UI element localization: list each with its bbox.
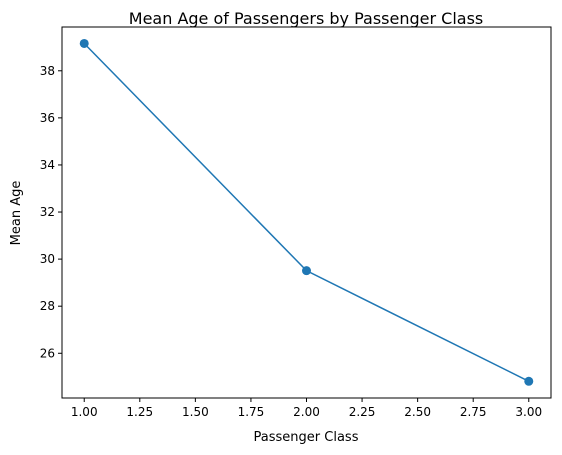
data-point (302, 266, 311, 276)
x-tick-label: 2.25 (349, 405, 376, 419)
x-tick-label: 1.50 (182, 405, 209, 419)
x-tick-label: 1.25 (126, 405, 153, 419)
x-axis-label: Passenger Class (254, 430, 359, 445)
y-tick-label: 26 (40, 346, 55, 360)
data-point (79, 38, 89, 48)
y-tick-label: 34 (40, 158, 55, 172)
x-tick-label: 2.50 (404, 405, 431, 419)
x-tick-label: 3.00 (515, 405, 542, 419)
y-axis-label: Mean Age (9, 181, 24, 246)
plot-area (61, 26, 552, 399)
series-layer (79, 38, 534, 386)
x-tick-label: 2.75 (460, 405, 487, 419)
x-tick-label: 2.00 (293, 405, 320, 419)
x-axis: 1.00 1.25 1.50 1.75 2.00 2.25 2.50 2.75 3.00 (71, 398, 542, 419)
y-tick-label: 32 (40, 205, 55, 219)
chart-title: Mean Age of Passengers by Passenger Clas… (129, 9, 483, 28)
y-tick-label: 38 (40, 64, 55, 78)
data-point (524, 376, 534, 386)
x-tick-label: 1.75 (238, 405, 265, 419)
y-axis: 26 28 30 32 34 36 38 (40, 64, 62, 360)
x-tick-label: 1.00 (71, 405, 98, 419)
y-tick-label: 36 (40, 111, 55, 125)
y-tick-label: 30 (40, 252, 55, 266)
y-tick-label: 28 (40, 299, 55, 313)
